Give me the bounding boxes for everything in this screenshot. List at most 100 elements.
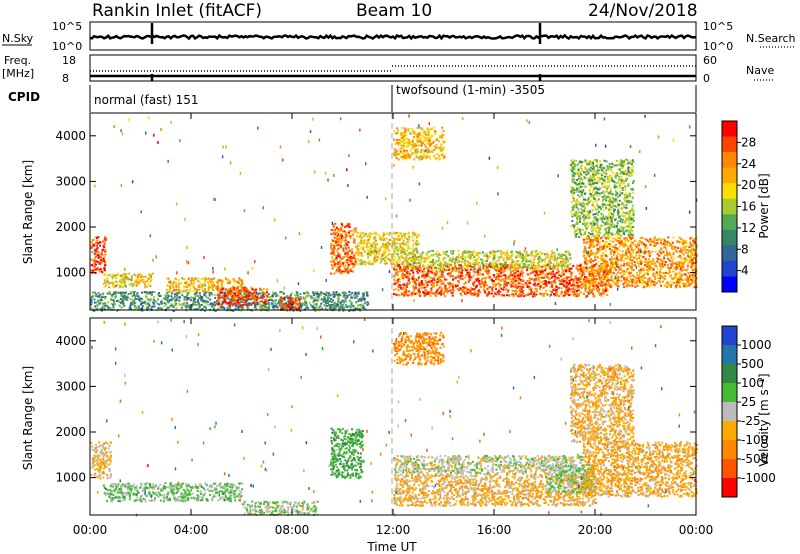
data-cell bbox=[555, 262, 558, 265]
data-cell bbox=[334, 265, 336, 268]
data-cell bbox=[542, 294, 545, 297]
data-cell bbox=[577, 269, 580, 272]
data-cell bbox=[497, 267, 500, 270]
data-cell bbox=[343, 261, 346, 264]
data-cell bbox=[653, 280, 656, 283]
data-cell bbox=[169, 287, 172, 290]
data-cell bbox=[355, 252, 357, 255]
data-cell bbox=[361, 260, 364, 263]
data-cell bbox=[94, 236, 97, 239]
data-cell bbox=[368, 242, 371, 245]
data-cell bbox=[513, 265, 516, 268]
data-cell bbox=[351, 296, 354, 299]
data-cell bbox=[335, 304, 337, 307]
data-cell bbox=[250, 302, 253, 305]
data-cell bbox=[463, 251, 466, 254]
data-cell bbox=[571, 271, 574, 274]
data-cell bbox=[207, 277, 210, 280]
data-cell bbox=[561, 283, 564, 286]
data-cell bbox=[407, 271, 410, 274]
data-cell bbox=[515, 250, 518, 253]
power-data-layer bbox=[90, 114, 698, 312]
data-cell bbox=[369, 235, 372, 237]
data-cell bbox=[398, 280, 401, 283]
data-cell bbox=[400, 293, 403, 296]
data-cell bbox=[624, 277, 627, 280]
data-cell bbox=[500, 287, 503, 290]
data-cell bbox=[328, 304, 331, 307]
data-cell bbox=[616, 236, 619, 239]
data-cell bbox=[236, 287, 239, 290]
data-cell bbox=[488, 292, 491, 295]
data-cell bbox=[439, 266, 442, 269]
data-cell bbox=[398, 232, 401, 235]
data-cell bbox=[254, 294, 257, 297]
data-cell bbox=[341, 305, 344, 308]
data-cell bbox=[259, 292, 262, 295]
data-cell bbox=[382, 242, 384, 245]
data-cell bbox=[466, 273, 469, 276]
data-cell bbox=[306, 306, 309, 309]
data-cell bbox=[336, 303, 339, 306]
data-cell bbox=[544, 280, 547, 283]
data-cell bbox=[401, 275, 403, 278]
data-cell bbox=[320, 302, 323, 305]
data-cell bbox=[388, 242, 391, 245]
data-cell bbox=[386, 262, 388, 265]
data-cell bbox=[236, 286, 239, 289]
data-cell bbox=[569, 276, 572, 279]
data-cell bbox=[557, 276, 560, 279]
data-cell bbox=[356, 245, 359, 247]
data-cell bbox=[172, 290, 175, 293]
data-cell bbox=[440, 269, 443, 272]
data-cell bbox=[122, 291, 125, 294]
data-cell bbox=[506, 258, 509, 261]
data-cell bbox=[575, 278, 578, 280]
data-cell bbox=[205, 295, 208, 298]
data-cell bbox=[570, 274, 573, 277]
data-cell bbox=[178, 303, 181, 306]
data-cell bbox=[172, 306, 175, 309]
data-cell bbox=[96, 239, 99, 242]
data-cell bbox=[589, 269, 592, 272]
data-cell bbox=[166, 296, 169, 299]
data-cell bbox=[90, 269, 92, 272]
data-cell bbox=[519, 290, 522, 293]
data-cell bbox=[451, 252, 454, 255]
data-cell bbox=[255, 291, 258, 294]
data-cell bbox=[516, 295, 519, 298]
data-cell bbox=[109, 292, 112, 295]
data-cell bbox=[200, 278, 203, 280]
data-cell bbox=[526, 267, 529, 270]
data-cell bbox=[354, 291, 357, 294]
data-cell bbox=[544, 253, 546, 256]
data-cell bbox=[423, 268, 426, 270]
data-cell bbox=[454, 284, 457, 286]
data-cell bbox=[175, 289, 178, 292]
data-cell bbox=[541, 293, 544, 296]
data-cell bbox=[271, 295, 274, 298]
data-cell bbox=[653, 244, 656, 247]
data-cell bbox=[652, 274, 654, 277]
data-cell bbox=[305, 290, 308, 293]
data-cell bbox=[540, 265, 543, 268]
data-cell bbox=[170, 292, 173, 295]
data-cell bbox=[552, 267, 555, 270]
data-cell bbox=[469, 290, 472, 293]
data-cell bbox=[232, 301, 235, 303]
data-cell bbox=[354, 227, 357, 230]
data-cell bbox=[123, 273, 126, 275]
data-cell bbox=[263, 308, 265, 310]
data-cell bbox=[522, 259, 525, 262]
data-cell bbox=[562, 262, 565, 265]
data-cell bbox=[104, 296, 107, 298]
data-cell bbox=[689, 246, 692, 249]
data-cell bbox=[626, 262, 628, 265]
data-cell bbox=[520, 287, 523, 290]
data-cell bbox=[432, 254, 435, 257]
data-cell bbox=[519, 278, 522, 281]
power-panel-bg bbox=[90, 113, 696, 310]
data-cell bbox=[572, 265, 575, 267]
data-cell bbox=[337, 251, 339, 254]
data-cell bbox=[553, 294, 556, 297]
